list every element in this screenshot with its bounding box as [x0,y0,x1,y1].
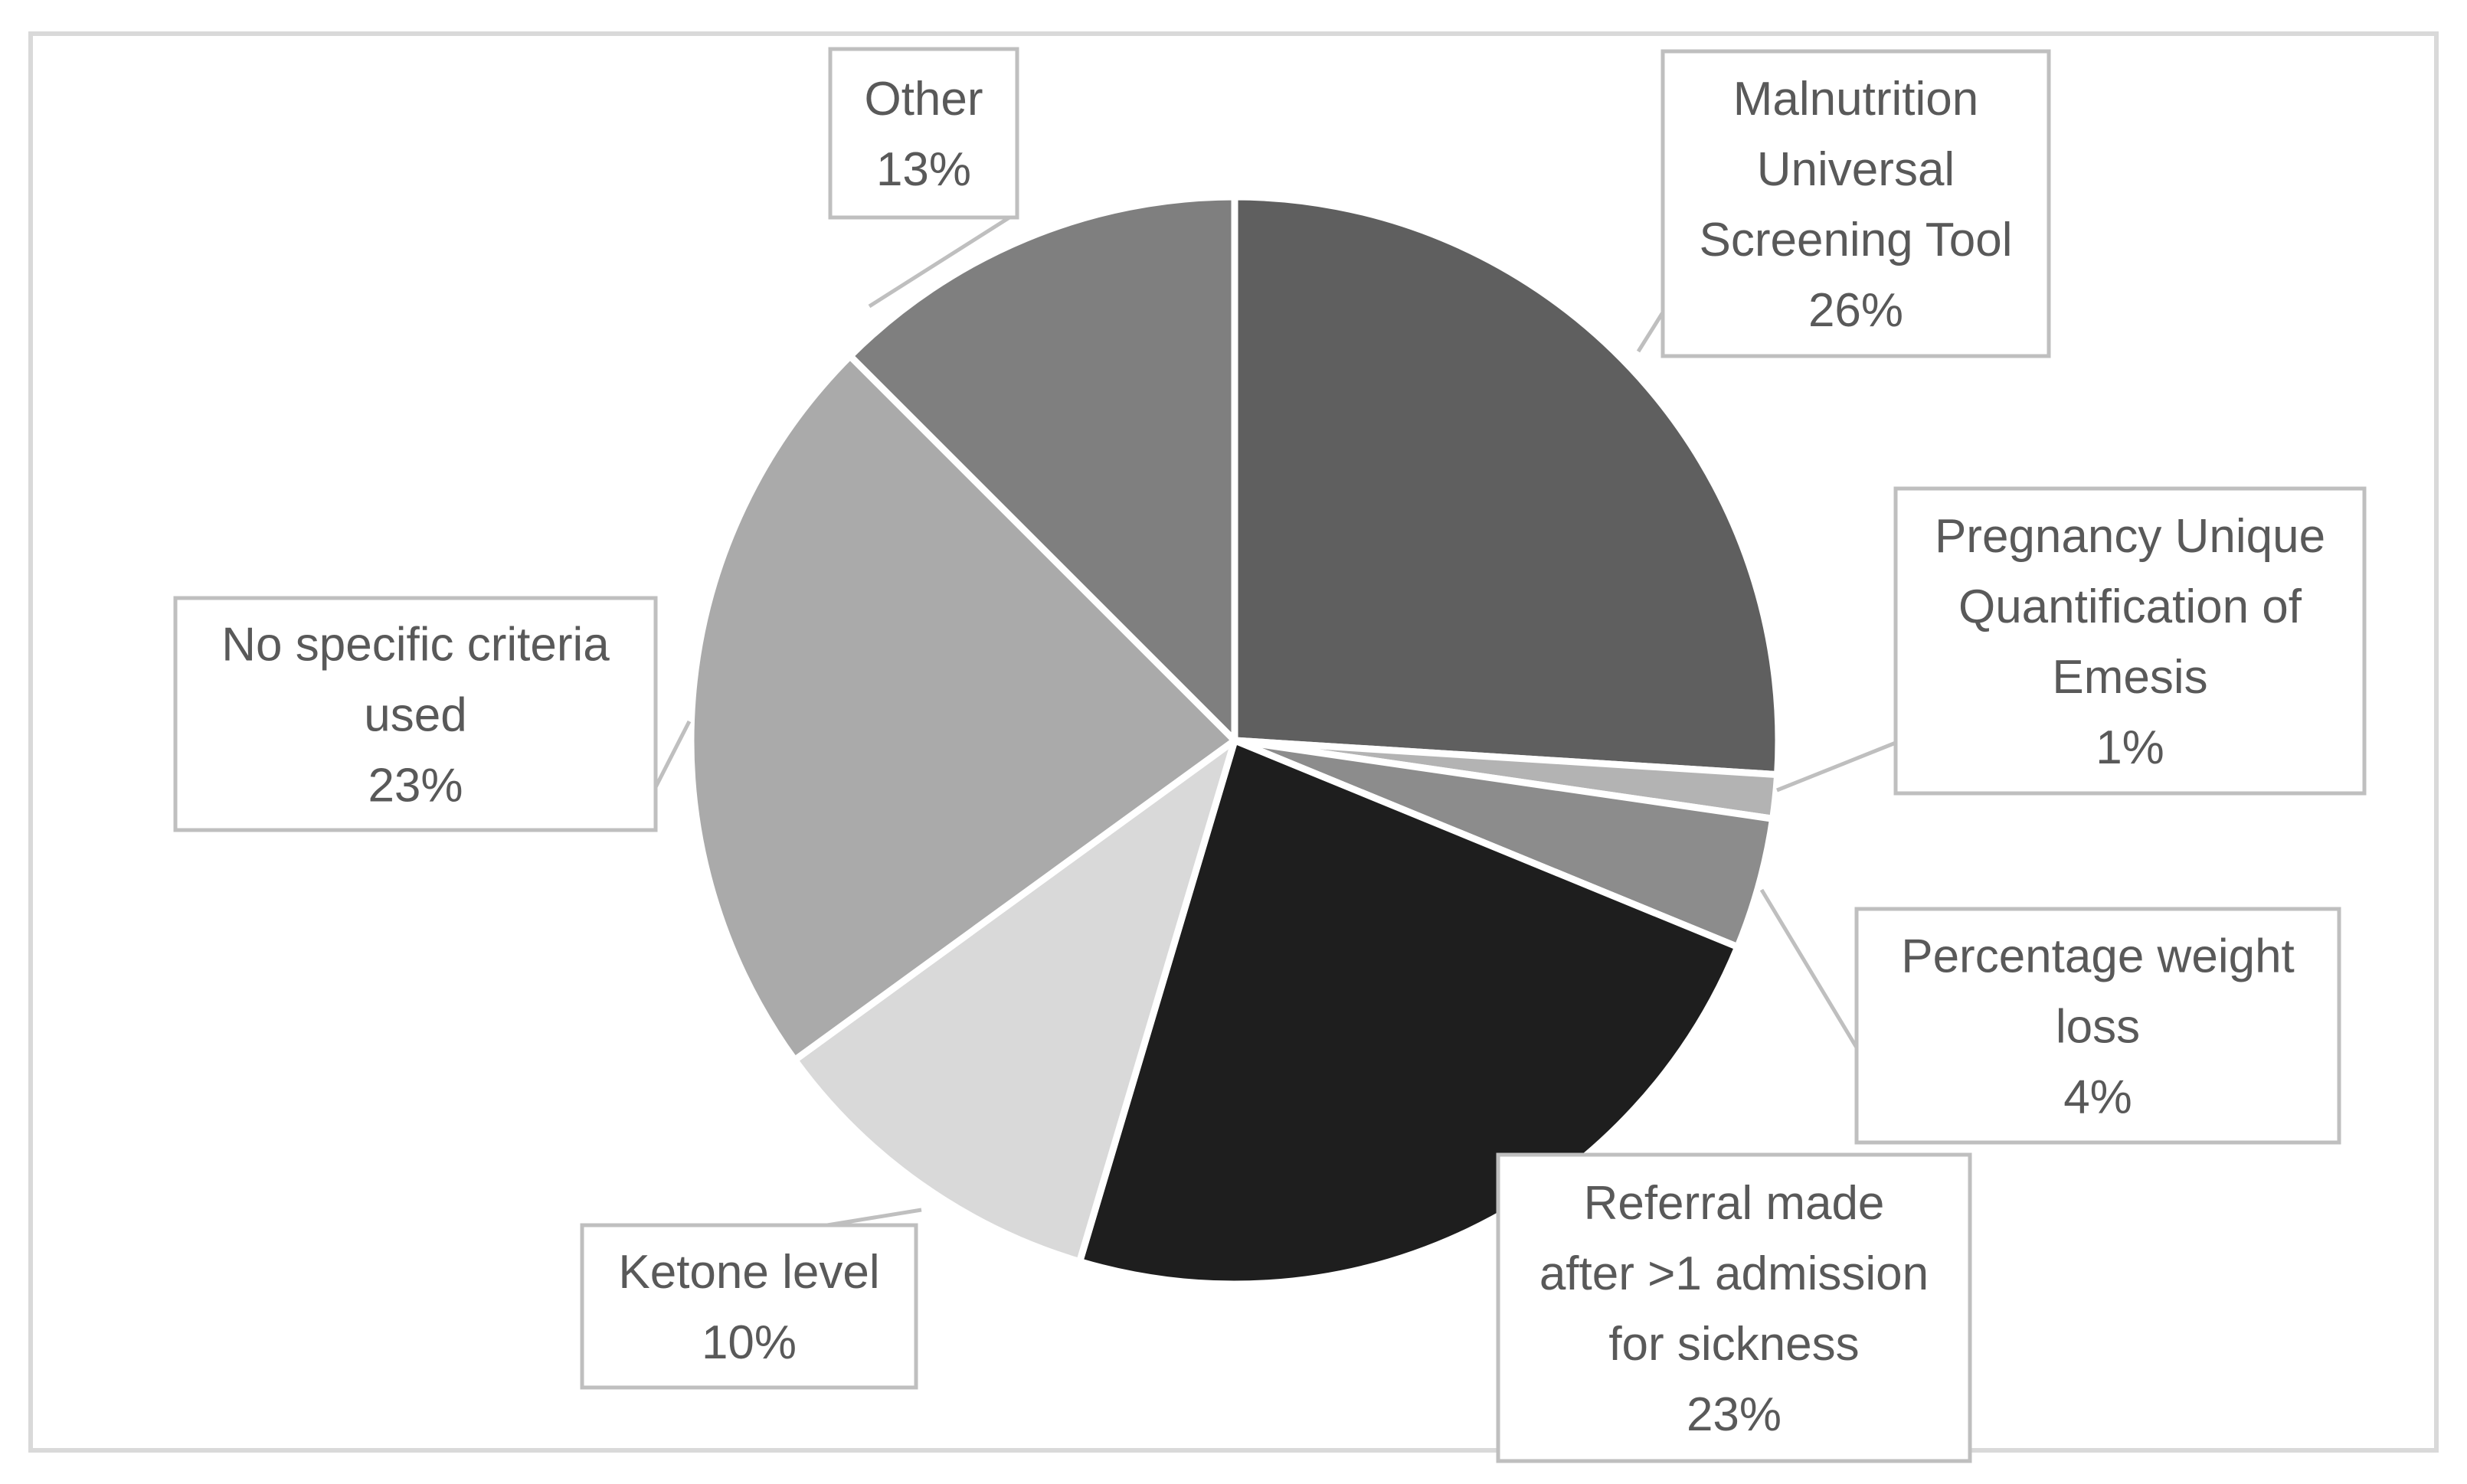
slice-label-referral-line-3: for sickness [1608,1318,1859,1371]
pie-slice-referral [1076,737,1742,1288]
callout-box [1893,486,2367,796]
slice-percent-referral: 23% [1687,1388,1782,1441]
leader-line-pregnancy-unique [1776,740,1896,793]
callout-box [828,47,1019,220]
slice-label-no-specific-line-1: No specific criteria [221,619,610,672]
slice-percent-no-specific: 23% [368,760,463,812]
callout-malnutrition: Malnutrition Universal Screening Tool 26% [1660,49,2051,358]
leader-line-other [868,215,1011,309]
pie-slice-ketone [791,737,1238,1266]
slice-label-malnutrition-line-2: Universal [1757,143,1955,196]
slice-percent-weight-loss: 4% [2063,1071,2132,1124]
callout-pregnancy-unique: Pregnancy Unique Quantification of Emesis 1… [1893,486,2367,796]
callout-no-specific: No specific criteria used 23% [173,596,658,832]
callout-box [1660,49,2051,358]
leader-lines [653,215,1896,1227]
slice-label-malnutrition-line-1: Malnutrition [1733,73,1978,126]
leader-line-ketone [826,1208,922,1227]
slice-percent-malnutrition: 26% [1808,284,1903,337]
pie-slices [687,193,1782,1288]
slice-percent-other: 13% [876,143,971,196]
callout-other: Other 13% [828,47,1019,220]
callout-box [1496,1152,1972,1463]
callout-box [1854,907,2341,1145]
slice-label-weight-loss-line-2: loss [2056,1001,2140,1054]
pie-slice-no-specific [687,352,1238,1064]
callout-box [580,1223,918,1390]
slice-label-no-specific-line-2: used [364,689,466,742]
leader-line-malnutrition [1636,311,1665,353]
slice-percent-ketone: 10% [702,1316,797,1369]
slice-label-referral-line-1: Referral made [1584,1177,1885,1230]
slice-labels: Malnutrition Universal Screening Tool 26% Pr… [173,47,2367,1463]
slice-label-ketone-line-1: Ketone level [618,1246,879,1299]
pie-slice-other [846,193,1238,744]
leader-line-no-specific [653,720,692,789]
slice-label-malnutrition-line-3: Screening Tool [1699,214,2012,266]
callout-ketone: Ketone level 10% [580,1223,918,1390]
callout-weight-loss: Percentage weight loss 4% [1854,907,2341,1145]
slice-percent-pregnancy-unique: 1% [2096,721,2164,774]
callout-referral: Referral made after >1 admission for sickn… [1496,1152,1972,1463]
slice-label-other-line-1: Other [864,73,983,126]
pie-slice-malnutrition [1231,193,1782,779]
callout-box [173,596,658,832]
slice-label-pregnancy-unique-line-3: Emesis [2052,651,2207,704]
slice-label-pregnancy-unique-line-2: Quantification of [1958,580,2302,633]
slice-label-referral-line-2: after >1 admission [1539,1247,1929,1300]
leader-line-weight-loss [1759,888,1859,1049]
slice-label-weight-loss-line-1: Percentage weight [1901,930,2295,983]
slice-label-pregnancy-unique-line-1: Pregnancy Unique [1935,510,2325,563]
